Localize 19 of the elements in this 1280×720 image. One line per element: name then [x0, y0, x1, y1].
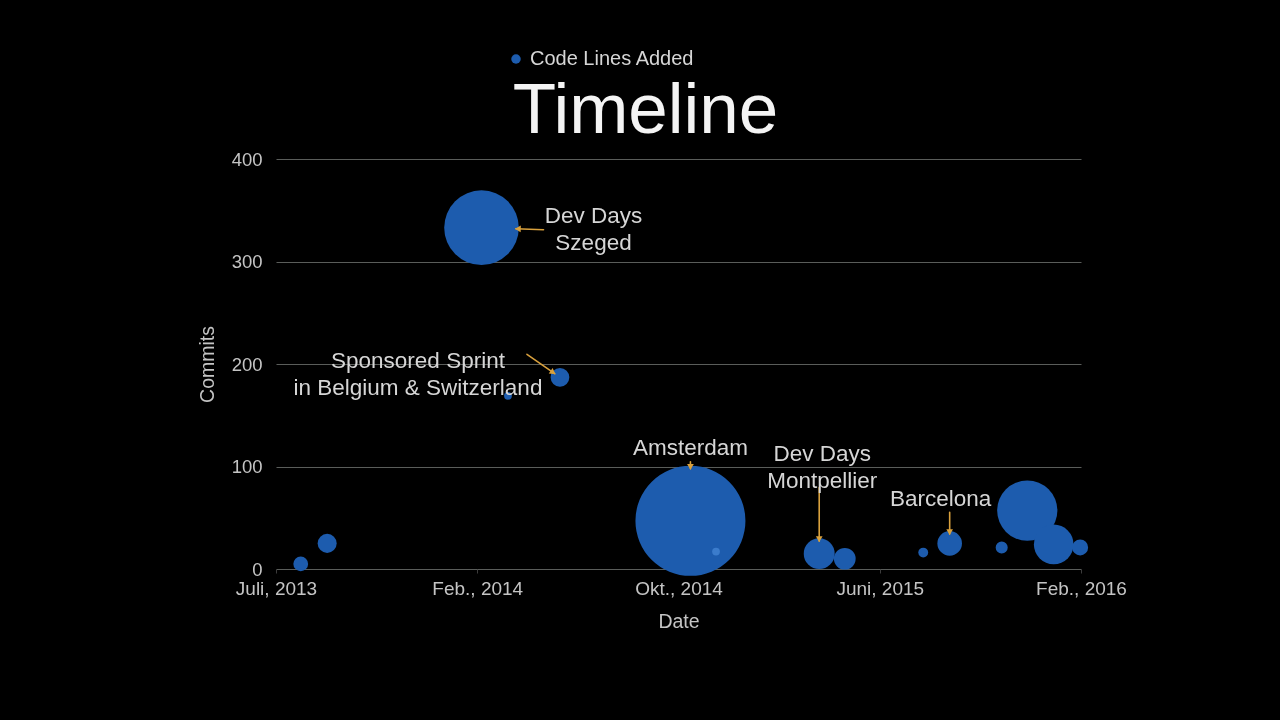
- annotation: Barcelona: [890, 486, 992, 512]
- annotation: Dev Days Montpellier: [767, 440, 878, 493]
- legend-label: Code Lines Added: [530, 47, 694, 69]
- annotation: Amsterdam: [632, 434, 748, 460]
- y-tick-label: 400: [231, 148, 263, 170]
- y-tick-label: 100: [231, 456, 263, 477]
- chart-title: Timeline: [512, 69, 779, 148]
- x-tick-label: Okt., 2014: [635, 577, 724, 599]
- x-tick-label: Feb., 2016: [1036, 577, 1127, 599]
- x-tick-label: Juli, 2013: [235, 577, 318, 599]
- x-axis-title: Date: [658, 609, 700, 632]
- y-tick-label: 0: [252, 558, 263, 580]
- y-axis-title: Commits: [195, 325, 218, 403]
- y-tick-label: 300: [231, 251, 263, 272]
- x-tick-label: Feb., 2014: [432, 577, 524, 599]
- y-tick-label: 200: [231, 353, 263, 375]
- x-tick-label: Juni, 2015: [836, 577, 925, 599]
- annotation: Dev Days Szeged: [544, 202, 643, 255]
- annotation: Sponsored Sprint in Belgium & Switzerland: [293, 348, 543, 401]
